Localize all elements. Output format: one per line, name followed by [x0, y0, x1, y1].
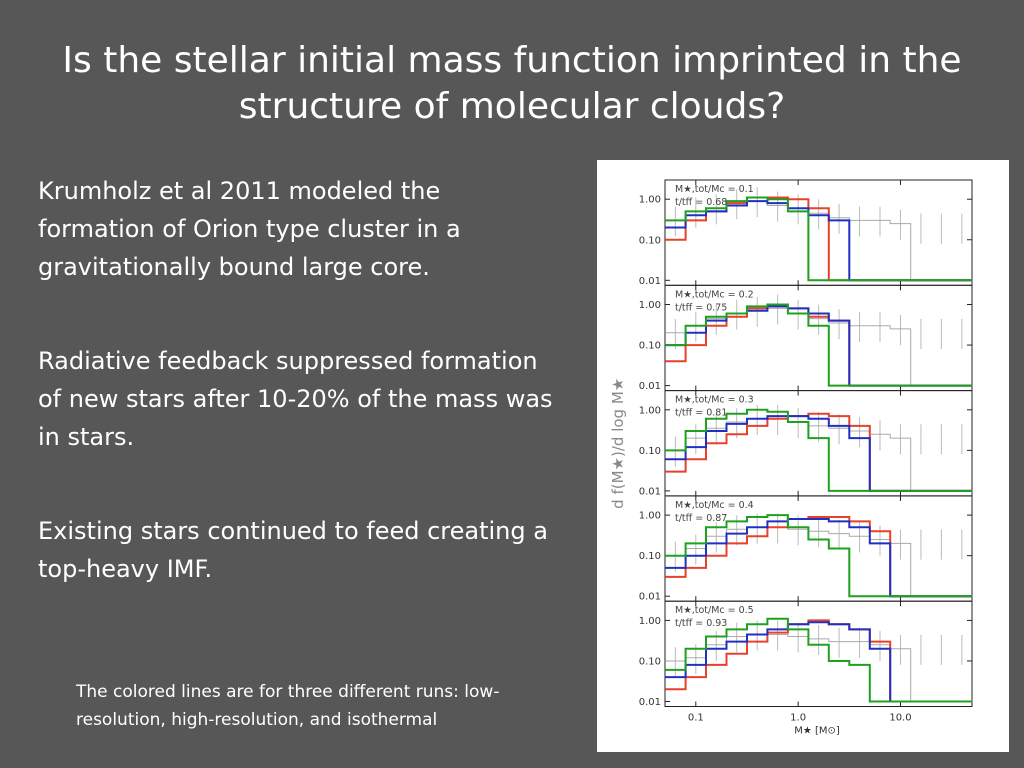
y-tick-label: 0.01	[639, 592, 661, 603]
y-tick-label: 0.10	[639, 656, 661, 667]
panel-mass-label: M★,tot/Mc = 0.1	[675, 184, 754, 195]
panel-time-label: t/tff = 0.81	[675, 408, 727, 419]
y-axis-label: d f(M★)/d log M★	[609, 378, 627, 509]
y-tick-label: 0.10	[639, 235, 661, 246]
bullet-feedback: Radiative feedback suppressed formation …	[38, 347, 553, 451]
panel-frame	[664, 600, 973, 708]
panel-frame	[664, 284, 973, 392]
slide-title: Is the stellar initial mass function imp…	[62, 40, 962, 127]
panel-mass-label: M★,tot/Mc = 0.5	[675, 605, 754, 616]
y-tick-label: 0.10	[639, 341, 661, 352]
green-series-line	[665, 408, 973, 492]
y-tick-label: 1.00	[639, 405, 661, 416]
x-tick-label: 10.0	[889, 713, 911, 724]
y-tick-label: 0.01	[639, 486, 661, 497]
green-series-line	[665, 514, 973, 598]
bullet-list: Krumholz et al 2011 modeled the formatio…	[38, 172, 558, 644]
green-series-line	[665, 303, 973, 387]
green-series-line	[665, 617, 973, 703]
y-tick-label: 0.10	[639, 551, 661, 562]
y-tick-label: 1.00	[639, 616, 661, 627]
green-series-line	[665, 196, 973, 282]
bullet-krumholz: Krumholz et al 2011 modeled the formatio…	[38, 177, 461, 281]
panel-time-label: t/tff = 0.75	[675, 302, 727, 313]
imf-figure: 1.00 0.10 0.01 M★,tot/Mc = 0.1 t/tff = 0.68 1…	[597, 160, 1009, 752]
x-axis-label: M★ [M⊙]	[794, 726, 840, 737]
imf-histogram-chart: 1.00 0.10 0.01 M★,tot/Mc = 0.1 t/tff = 0.68 1…	[609, 179, 973, 737]
panel-time-label: t/tff = 0.93	[675, 618, 727, 629]
gray-series-line	[665, 526, 973, 597]
y-tick-label: 1.00	[639, 195, 661, 206]
figure-caption-note: The colored lines are for three differen…	[76, 682, 500, 730]
panel-mass-label: M★,tot/Mc = 0.4	[675, 500, 754, 511]
x-tick-label: 1.0	[790, 713, 806, 724]
panel-time-label: t/tff = 0.68	[675, 197, 727, 208]
gray-series-line	[665, 418, 973, 492]
y-tick-label: 0.01	[639, 276, 661, 287]
x-tick-label: 0.1	[688, 713, 704, 724]
panel-frame	[664, 495, 973, 602]
y-tick-label: 0.01	[639, 697, 661, 708]
y-tick-label: 1.00	[639, 300, 661, 311]
panel-frame	[664, 179, 973, 286]
panel-mass-label: M★,tot/Mc = 0.2	[675, 289, 754, 300]
gray-series-line	[665, 200, 973, 281]
y-tick-label: 0.01	[639, 381, 661, 392]
y-tick-label: 0.10	[639, 446, 661, 457]
bullet-top-heavy: Existing stars continued to feed creatin…	[38, 517, 548, 583]
panel-mass-label: M★,tot/Mc = 0.3	[675, 395, 754, 406]
y-tick-label: 1.00	[639, 511, 661, 522]
panel-time-label: t/tff = 0.87	[675, 513, 727, 524]
